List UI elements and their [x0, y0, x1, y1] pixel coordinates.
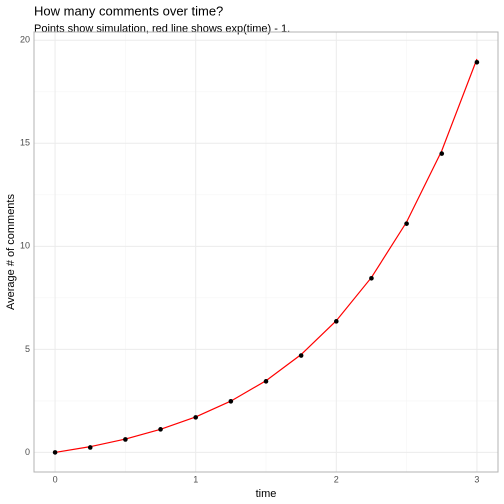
- point: [158, 427, 163, 432]
- chart-subtitle: Points show simulation, red line shows e…: [34, 23, 290, 35]
- x-axis-label: time: [256, 488, 277, 500]
- y-tick-label: 20: [20, 35, 30, 45]
- chart-title: How many comments over time?: [34, 3, 223, 18]
- point: [123, 437, 128, 442]
- y-tick-label: 10: [20, 241, 30, 251]
- point: [52, 450, 58, 455]
- point: [228, 399, 234, 404]
- point: [474, 59, 480, 65]
- panel-border: [33, 31, 499, 473]
- y-tick-label: 15: [20, 138, 30, 148]
- point: [87, 445, 93, 450]
- y-axis-label: Average # of comments: [5, 194, 17, 310]
- point: [404, 221, 409, 226]
- point: [369, 275, 374, 281]
- x-tick-label: 0: [53, 474, 58, 484]
- point: [298, 353, 304, 358]
- x-tick-label: 1: [193, 474, 198, 484]
- point: [193, 415, 198, 420]
- y-tick-label: 0: [25, 447, 30, 457]
- y-tick-label: 5: [25, 344, 30, 354]
- point: [439, 151, 445, 156]
- x-tick-label: 2: [334, 474, 339, 484]
- x-tick-label: 3: [474, 474, 479, 484]
- point: [334, 319, 339, 324]
- point: [263, 379, 269, 384]
